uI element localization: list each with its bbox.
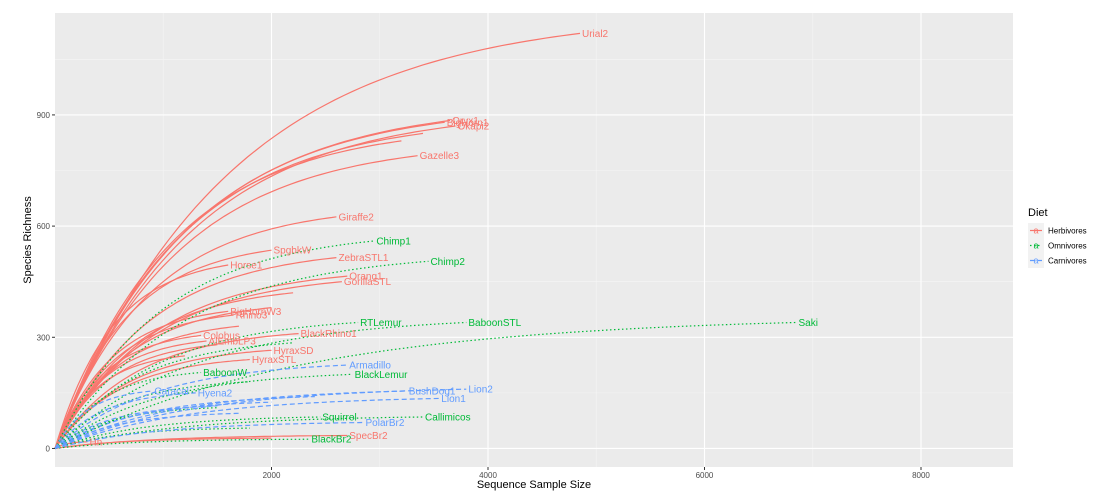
curve-label-Okapi2: Okapi2 xyxy=(458,122,490,133)
curve-herbivores xyxy=(54,140,402,449)
rarefaction-curves xyxy=(54,32,797,450)
curve-carnivores xyxy=(54,401,272,449)
curve-SpecBr2 xyxy=(54,434,348,450)
legend-key-bg xyxy=(1028,253,1044,268)
curve-BigHornW3 xyxy=(54,310,229,449)
curve-label-Hyena2: Hyena2 xyxy=(198,388,233,399)
curve-label-HyraxSTL: HyraxSTL xyxy=(252,355,297,366)
curve-label-AlEmbLP3: AlEmbLP3 xyxy=(209,336,257,347)
x-tick-label: 6000 xyxy=(696,471,714,480)
legend-key-glyph: a xyxy=(1033,256,1038,266)
y-axis-title: Species Richness xyxy=(22,196,34,284)
curve-omnivores xyxy=(54,427,250,450)
legend: Diet a Herbivores a Omnivores a Carnivores xyxy=(1028,207,1087,268)
curve-label-BigHornW3: BigHornW3 xyxy=(230,307,282,318)
curve-label-Chimp2: Chimp2 xyxy=(430,257,465,268)
legend-label-carnivores: Carnivores xyxy=(1048,257,1087,266)
curve-label-Lion2: Lion2 xyxy=(468,385,493,396)
curve-SpgbkW xyxy=(54,249,272,449)
curve-Colobus xyxy=(54,334,202,449)
curve-Chimp1 xyxy=(54,240,375,449)
curve-label-Rhino3: Rhino3 xyxy=(236,311,268,322)
curve-BaboonSTL xyxy=(54,321,467,449)
curve-label-Gazelle3: Gazelle3 xyxy=(420,151,460,162)
curve-Giraffe2 xyxy=(54,216,337,449)
curve-label-Armadillo: Armadillo xyxy=(349,361,391,372)
y-tick-label: 600 xyxy=(37,222,51,231)
curve-label-Oryx1: Oryx1 xyxy=(452,116,479,127)
curve-Oryx1 xyxy=(54,119,451,449)
curve-label-BlackBr2: BlackBr2 xyxy=(311,435,351,446)
curve-label-Colobus: Colobus xyxy=(203,331,240,342)
curve-label-BigHorn1: BigHorn1 xyxy=(447,118,489,129)
curve-label-ZebraSTL1: ZebraSTL1 xyxy=(338,253,388,264)
curve-label-SpecBr2: SpecBr2 xyxy=(349,431,388,442)
axes: 2000 4000 6000 8000 0 300 600 900 xyxy=(37,111,931,480)
legend-key-glyph: a xyxy=(1033,226,1038,236)
curve-label-PolarBr2: PolarBr2 xyxy=(366,418,405,429)
curve-label-Saki: Saki xyxy=(799,318,818,329)
curve-BushDog1 xyxy=(54,390,407,450)
curve-BaboonW xyxy=(54,371,202,449)
y-tick-label: 0 xyxy=(46,444,51,453)
curve-BlackRhino1 xyxy=(54,333,299,449)
curve-carnivores xyxy=(54,412,240,450)
curve-BlackBr2 xyxy=(54,438,310,450)
curve-label-HyraxSD: HyraxSD xyxy=(273,346,313,357)
minor-gridlines xyxy=(55,13,1013,467)
curve-label-Giraffe2: Giraffe2 xyxy=(338,212,374,223)
curve-label-BaboonW: BaboonW xyxy=(203,368,247,379)
curve-AlEmbLP3 xyxy=(54,340,207,449)
x-tick-label: 8000 xyxy=(912,471,930,480)
curve-label-GorillaSTL: GorillaSTL xyxy=(344,277,392,288)
y-tick-label: 900 xyxy=(37,111,51,120)
curve-label-Chimp1: Chimp1 xyxy=(376,236,411,247)
curve-Callimicos xyxy=(54,416,424,450)
curve-label-BlackLemur: BlackLemur xyxy=(355,370,408,381)
y-tick-label: 300 xyxy=(37,333,51,342)
plot-panel xyxy=(55,13,1013,467)
curve-Gazelle3 xyxy=(54,155,418,449)
curve-label-Orang1: Orang1 xyxy=(349,272,383,283)
curve-label-Caracal: Caracal xyxy=(154,387,188,398)
curve-label-Horse1: Horse1 xyxy=(230,261,263,272)
curve-Urial2 xyxy=(54,32,581,449)
curve-Okapi2 xyxy=(54,125,456,449)
curve-Lion2 xyxy=(54,388,467,450)
curve-label-BaboonSTL: BaboonSTL xyxy=(468,318,521,329)
curve-PolarBr2 xyxy=(54,421,364,450)
major-gridlines xyxy=(55,13,1013,467)
curve-label-SpgbkW: SpgbkW xyxy=(273,246,311,257)
curve-label-Hn: Hn xyxy=(89,437,102,448)
curve-label-Squirrel: Squirrel xyxy=(322,412,356,423)
legend-key-bg xyxy=(1028,238,1044,253)
legend-key-glyph: a xyxy=(1033,241,1038,251)
curve-Armadillo xyxy=(54,364,348,449)
curve-Orang1 xyxy=(54,275,348,449)
curve-label-RTLemur: RTLemur xyxy=(360,318,402,329)
curve-label-Lion1: Lion1 xyxy=(441,394,466,405)
curve-label-BushDog1: BushDog1 xyxy=(409,387,456,398)
x-axis-title: Sequence Sample Size xyxy=(477,479,591,491)
curve-label-Urial2: Urial2 xyxy=(582,29,609,40)
curve-Lion1 xyxy=(54,397,440,450)
curve-ZebraSTL1 xyxy=(54,257,337,449)
curve-omnivores xyxy=(54,381,250,449)
legend-label-omnivores: Omnivores xyxy=(1048,242,1087,251)
curve-Squirrel xyxy=(54,416,321,450)
legend-title: Diet xyxy=(1028,207,1048,219)
curve-Hyena2 xyxy=(54,392,196,449)
curve-Caracal xyxy=(54,390,153,449)
x-tick-label: 2000 xyxy=(263,471,281,480)
curve-label-BlackRhino1: BlackRhino1 xyxy=(301,329,358,340)
legend-label-herbivores: Herbivores xyxy=(1048,227,1087,236)
curve-label-Callimicos: Callimicos xyxy=(425,412,471,423)
curve-carnivores xyxy=(54,405,218,449)
curve-Horse1 xyxy=(54,264,229,449)
x-tick-label: 4000 xyxy=(479,471,497,480)
